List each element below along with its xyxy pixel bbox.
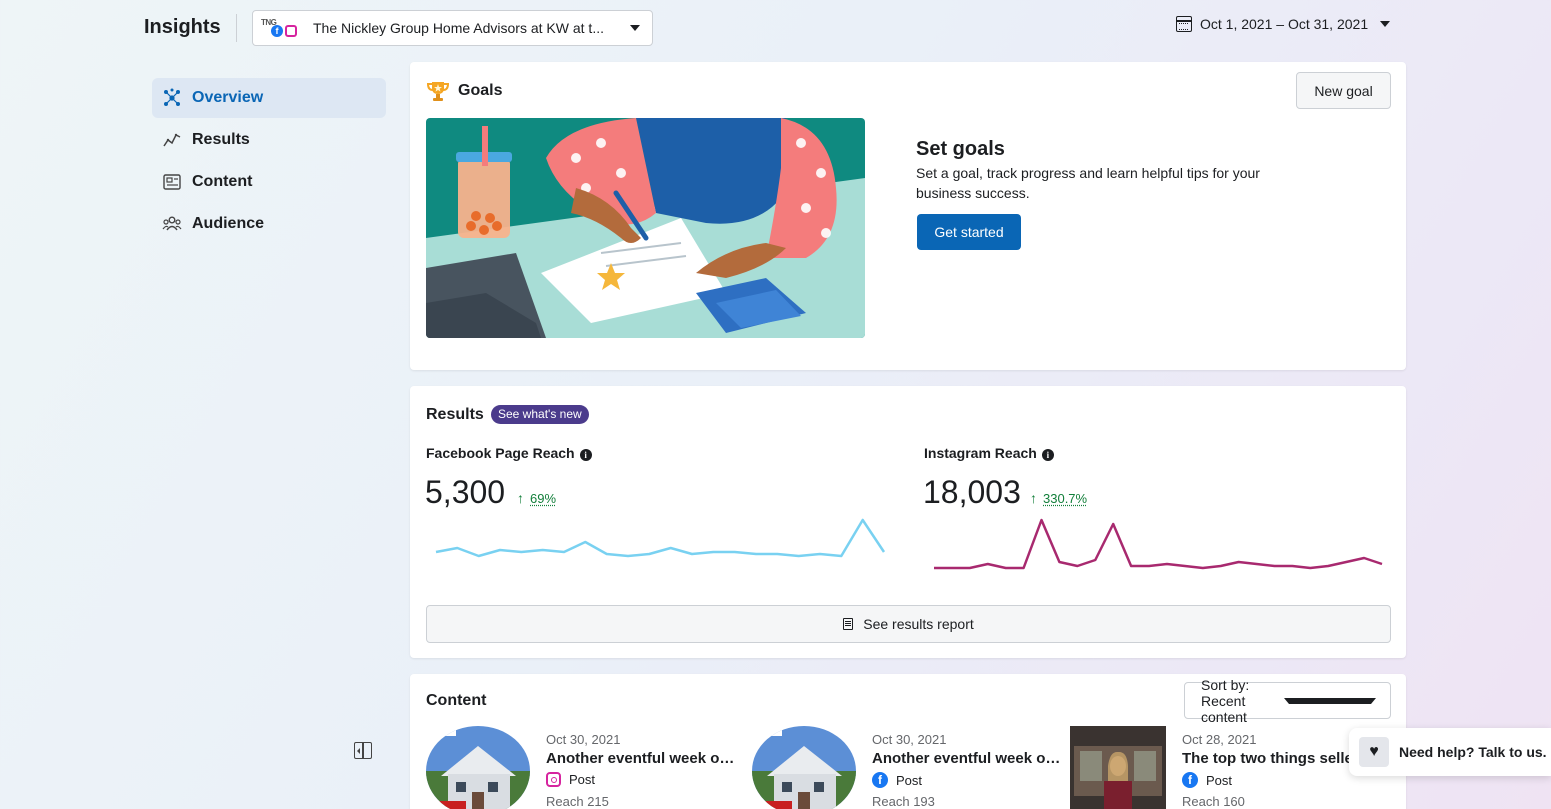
instagram-reach-value: 18,003 — [923, 474, 1021, 510]
arrow-up-icon: ↑ — [1030, 490, 1037, 506]
facebook-reach-value: 5,300 — [425, 474, 506, 510]
help-label: Need help? Talk to us. — [1399, 744, 1547, 760]
collapse-sidebar-icon[interactable] — [354, 742, 372, 759]
post-date: Oct 30, 2021 — [872, 732, 947, 747]
sidebar-nav: Overview Results Content Audience — [152, 78, 386, 246]
page-title: Insights — [144, 16, 221, 38]
get-started-button[interactable]: Get started — [917, 214, 1021, 250]
instagram-reach-change-value[interactable]: 330.7% — [1043, 490, 1088, 506]
account-selector[interactable]: TNG f The Nickley Group Home Advisors at… — [252, 10, 653, 46]
audience-icon — [162, 214, 182, 234]
content-post-item[interactable]: Oct 30, 2021 Another eventful week of ..… — [752, 726, 1072, 809]
info-icon[interactable]: i — [579, 449, 592, 461]
sort-label: Sort by: Recent content — [1201, 676, 1250, 725]
date-range-picker[interactable]: Oct 1, 2021 – Oct 31, 2021 — [1176, 16, 1391, 32]
sidebar-item-label: Content — [192, 173, 253, 190]
goals-title: Goals — [458, 82, 503, 99]
facebook-reach-change: ↑ 69% — [517, 490, 556, 506]
facebook-icon: f — [1182, 772, 1198, 788]
content-card: Content Sort by: Recent content Oct 30, … — [410, 674, 1406, 809]
calendar-icon — [1176, 16, 1192, 32]
post-type: f Post — [1182, 772, 1232, 788]
sidebar-item-results[interactable]: Results — [152, 120, 386, 160]
info-icon[interactable]: i — [1041, 449, 1054, 461]
header-divider — [236, 14, 237, 42]
chevron-down-icon — [630, 25, 640, 31]
facebook-reach-label-text: Facebook Page Reach — [426, 445, 575, 461]
sparkline-series — [435, 518, 886, 558]
instagram-icon — [546, 772, 561, 787]
goals-card: Goals New goal — [410, 62, 1406, 370]
post-type-label: Post — [896, 772, 923, 788]
set-goals-heading: Set goals — [916, 138, 1005, 160]
sidebar-item-audience[interactable]: Audience — [152, 204, 386, 244]
facebook-reach-sparkline — [435, 518, 886, 558]
heart-icon: ♥ — [1359, 737, 1389, 767]
content-post-item[interactable]: Oct 28, 2021 The top two things sellers … — [1070, 726, 1390, 809]
post-date: Oct 28, 2021 — [1182, 732, 1257, 747]
instagram-reach-change: ↑ 330.7% — [1030, 490, 1087, 506]
instagram-reach-label: Instagram Reach i — [924, 445, 1054, 461]
post-type: Post — [546, 772, 595, 787]
help-chat-button[interactable]: ♥ Need help? Talk to us. — [1349, 728, 1551, 776]
facebook-reach-change-value[interactable]: 69% — [530, 490, 557, 506]
page-header: Insights TNG f The Nickley Group Home Ad… — [0, 0, 1551, 56]
post-reach: Reach 160 — [1182, 794, 1245, 809]
new-goal-button[interactable]: New goal — [1296, 72, 1391, 109]
trophy-icon — [426, 79, 450, 103]
sidebar-item-content[interactable]: Content — [152, 162, 386, 202]
post-thumbnail — [1070, 726, 1166, 809]
post-reach: Reach 193 — [872, 794, 935, 809]
post-type-label: Post — [569, 772, 596, 787]
arrow-up-icon: ↑ — [517, 490, 524, 506]
see-results-report-label: See results report — [863, 616, 974, 632]
post-thumbnail — [752, 726, 856, 809]
post-thumbnail — [426, 726, 530, 809]
whats-new-badge[interactable]: See what's new — [491, 405, 589, 424]
see-results-report-button[interactable]: See results report — [426, 605, 1391, 643]
post-title: The top two things sellers — [1182, 750, 1354, 767]
set-goals-description: Set a goal, track progress and learn hel… — [916, 165, 1260, 201]
goals-illustration — [426, 118, 865, 338]
results-icon — [162, 130, 182, 150]
account-logo: TNG f — [261, 16, 301, 40]
overview-icon — [162, 88, 182, 108]
sidebar-item-label: Audience — [192, 215, 265, 232]
instagram-reach-label-text: Instagram Reach — [924, 445, 1037, 461]
account-name: The Nickley Group Home Advisors at KW at… — [313, 20, 604, 36]
sort-dropdown[interactable]: Sort by: Recent content — [1184, 677, 1391, 725]
facebook-reach-label: Facebook Page Reach i — [426, 445, 592, 461]
content-post-item[interactable]: Oct 30, 2021 Another eventful week of ..… — [426, 726, 746, 809]
sidebar-item-label: Results — [192, 131, 250, 148]
chevron-down-icon — [1283, 697, 1376, 704]
report-icon — [843, 618, 854, 630]
content-title: Content — [426, 692, 487, 709]
post-title: Another eventful week of ... — [872, 750, 1062, 767]
facebook-icon: f — [872, 772, 888, 788]
facebook-icon: f — [271, 25, 283, 37]
account-logo-text: TNG — [261, 18, 277, 27]
results-title: Results — [426, 406, 484, 423]
post-date: Oct 30, 2021 — [546, 732, 621, 747]
instagram-reach-sparkline — [934, 518, 1383, 570]
sparkline-series — [934, 518, 1383, 570]
chevron-down-icon — [1380, 21, 1391, 27]
instagram-icon — [285, 25, 297, 37]
content-icon — [162, 172, 182, 192]
sidebar-item-overview[interactable]: Overview — [152, 78, 386, 118]
post-reach: Reach 215 — [546, 794, 609, 809]
sidebar-item-label: Overview — [192, 89, 264, 106]
post-title: Another eventful week of ... — [546, 750, 736, 767]
post-type-label: Post — [1206, 772, 1233, 788]
results-card: Results See what's new Facebook Page Rea… — [410, 386, 1406, 658]
date-range-label: Oct 1, 2021 – Oct 31, 2021 — [1200, 16, 1369, 32]
post-type: f Post — [872, 772, 922, 788]
